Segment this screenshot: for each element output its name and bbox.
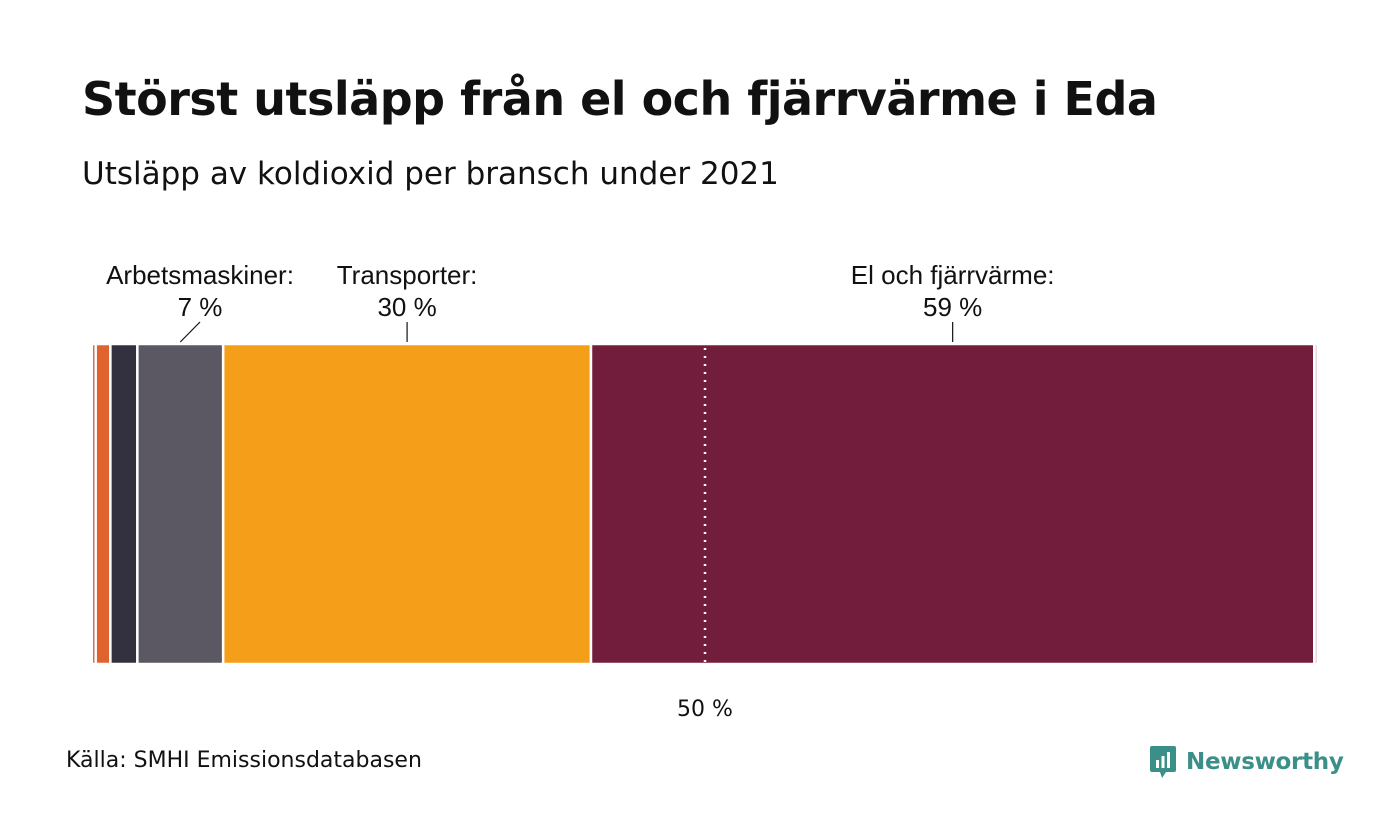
bar-segment-6	[1313, 342, 1320, 666]
bar-segment-4	[221, 342, 593, 666]
reference-line-group: 50 %	[677, 348, 733, 722]
chart-title: Störst utsläpp från el och fjärrvärme i …	[82, 72, 1158, 126]
bar-segment-5	[589, 342, 1316, 666]
source-note: Källa: SMHI Emissionsdatabasen	[66, 748, 422, 773]
segment-label-3: Arbetsmaskiner:	[106, 260, 294, 290]
bar-segments	[90, 342, 1320, 666]
newsworthy-logo: Newsworthy	[1148, 744, 1344, 780]
newsworthy-logo-icon	[1150, 746, 1176, 778]
segment-leader-line-3	[179, 321, 201, 343]
stacked-bar-chart: Arbetsmaskiner:7 % Transporter:30 % El och…	[90, 260, 1320, 722]
chart-subtitle: Utsläpp av koldioxid per bransch under 2…	[82, 156, 779, 192]
bar-segment-2	[109, 342, 139, 666]
segment-value-label-4: 30 %	[377, 292, 436, 322]
segment-label-4: Transporter:	[337, 260, 478, 290]
bar-segment-1	[94, 342, 112, 666]
reference-line-label: 50 %	[677, 697, 733, 722]
segment-value-label-3: 7 %	[178, 292, 223, 322]
segment-value-label-5: 59 %	[923, 292, 982, 322]
newsworthy-logo-text: Newsworthy	[1186, 749, 1344, 775]
segment-labels: Arbetsmaskiner:7 % Transporter:30 % El och…	[106, 260, 1055, 343]
segment-label-5: El och fjärrvärme:	[851, 260, 1055, 290]
bar-segment-3	[136, 342, 225, 666]
